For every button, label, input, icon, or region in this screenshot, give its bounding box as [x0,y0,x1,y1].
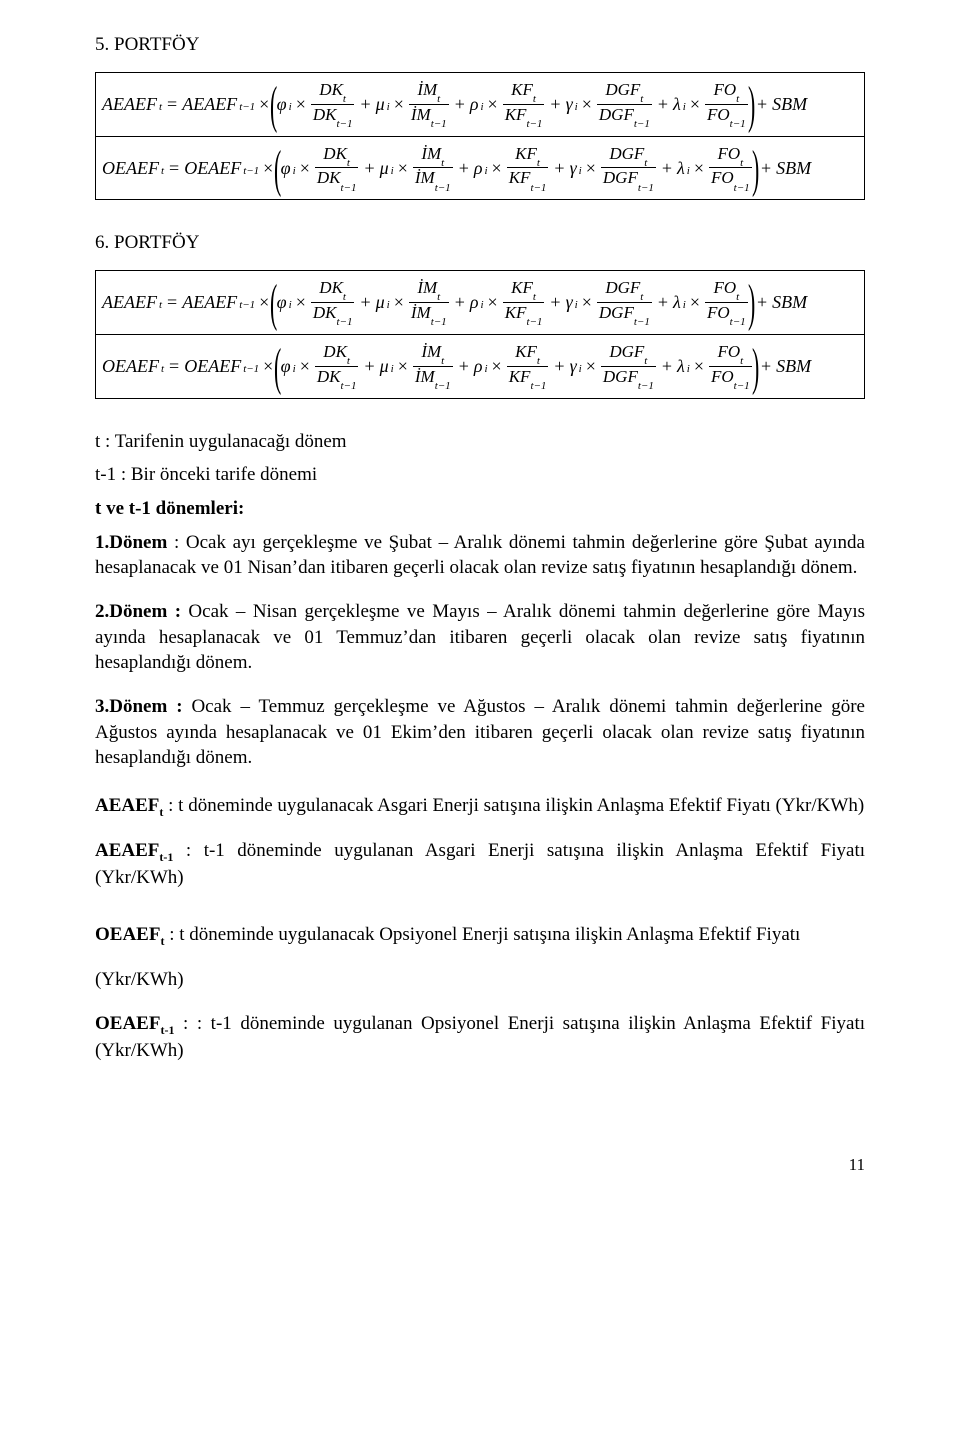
formula-table-6: AEAEFt = AEAEFt−1 × ( φi× DKtDKt−1 + μi×… [95,270,865,399]
section-5-heading: 5. PORTFÖY [95,32,865,58]
period-1-lead: 1.Dönem [95,532,167,553]
aeaef-t-def: AEAEFt : t döneminde uygulanacak Asgari … [95,793,865,820]
formula-row-oeaef-5: OEAEFt = OEAEFt−1 × ( φi× DKtDKt−1 + μi×… [96,136,865,200]
definitions-block: t : Tarifenin uygulanacağı dönem t-1 : B… [95,429,865,522]
page: 5. PORTFÖY AEAEFt = AEAEFt−1 × ( φi× DKt… [0,0,960,1227]
def-t-1: t-1 : Bir önceki tarife dönemi [95,462,865,488]
oeaef-t-unit: (Ykr/KWh) [95,967,865,993]
equation-aeaef-5: AEAEFt = AEAEFt−1 × ( φi× DKtDKt−1 + μi×… [102,81,858,128]
period-3-rest: Ocak – Temmuz gerçekleşme ve Ağustos – A… [95,696,865,768]
period-1-rest: : Ocak ayı gerçekleşme ve Şubat – Aralık… [95,532,865,579]
formula-row-aeaef-5: AEAEFt = AEAEFt−1 × ( φi× DKtDKt−1 + μi×… [96,72,865,136]
oeaef-t1-def: OEAEFt-1 : : t-1 döneminde uygulanan Ops… [95,1011,865,1064]
aeaef-t1-def: AEAEFt-1 : t-1 döneminde uygulanan Asgar… [95,838,865,891]
formula-row-oeaef-6: OEAEFt = OEAEFt−1 × ( φi× DKtDKt−1 + μi×… [96,334,865,398]
section-6-heading: 6. PORTFÖY [95,230,865,256]
periods-heading: t ve t-1 dönemleri: [95,496,865,522]
def-t: t : Tarifenin uygulanacağı dönem [95,429,865,455]
period-1-para: 1.Dönem : Ocak ayı gerçekleşme ve Şubat … [95,530,865,581]
formula-table-5: AEAEFt = AEAEFt−1 × ( φi× DKtDKt−1 + μi×… [95,72,865,201]
oeaef-t-def: OEAEFt : t döneminde uygulanacak Opsiyon… [95,922,865,949]
equation-oeaef-5: OEAEFt = OEAEFt−1 × ( φi× DKtDKt−1 + μi×… [102,145,858,192]
period-3-lead: 3.Dönem : [95,696,183,717]
period-2-rest: Ocak – Nisan gerçekleşme ve Mayıs – Aral… [95,601,865,673]
formula-row-aeaef-6: AEAEFt = AEAEFt−1 × ( φi× DKtDKt−1 + μi×… [96,271,865,335]
period-2-para: 2.Dönem : Ocak – Nisan gerçekleşme ve Ma… [95,599,865,676]
equation-oeaef-6: OEAEFt = OEAEFt−1 × ( φi× DKtDKt−1 + μi×… [102,343,858,390]
period-3-para: 3.Dönem : Ocak – Temmuz gerçekleşme ve A… [95,694,865,771]
period-2-lead: 2.Dönem : [95,601,181,622]
page-number: 11 [95,1154,865,1177]
equation-aeaef-6: AEAEFt = AEAEFt−1 × ( φi× DKtDKt−1 + μi×… [102,279,858,326]
